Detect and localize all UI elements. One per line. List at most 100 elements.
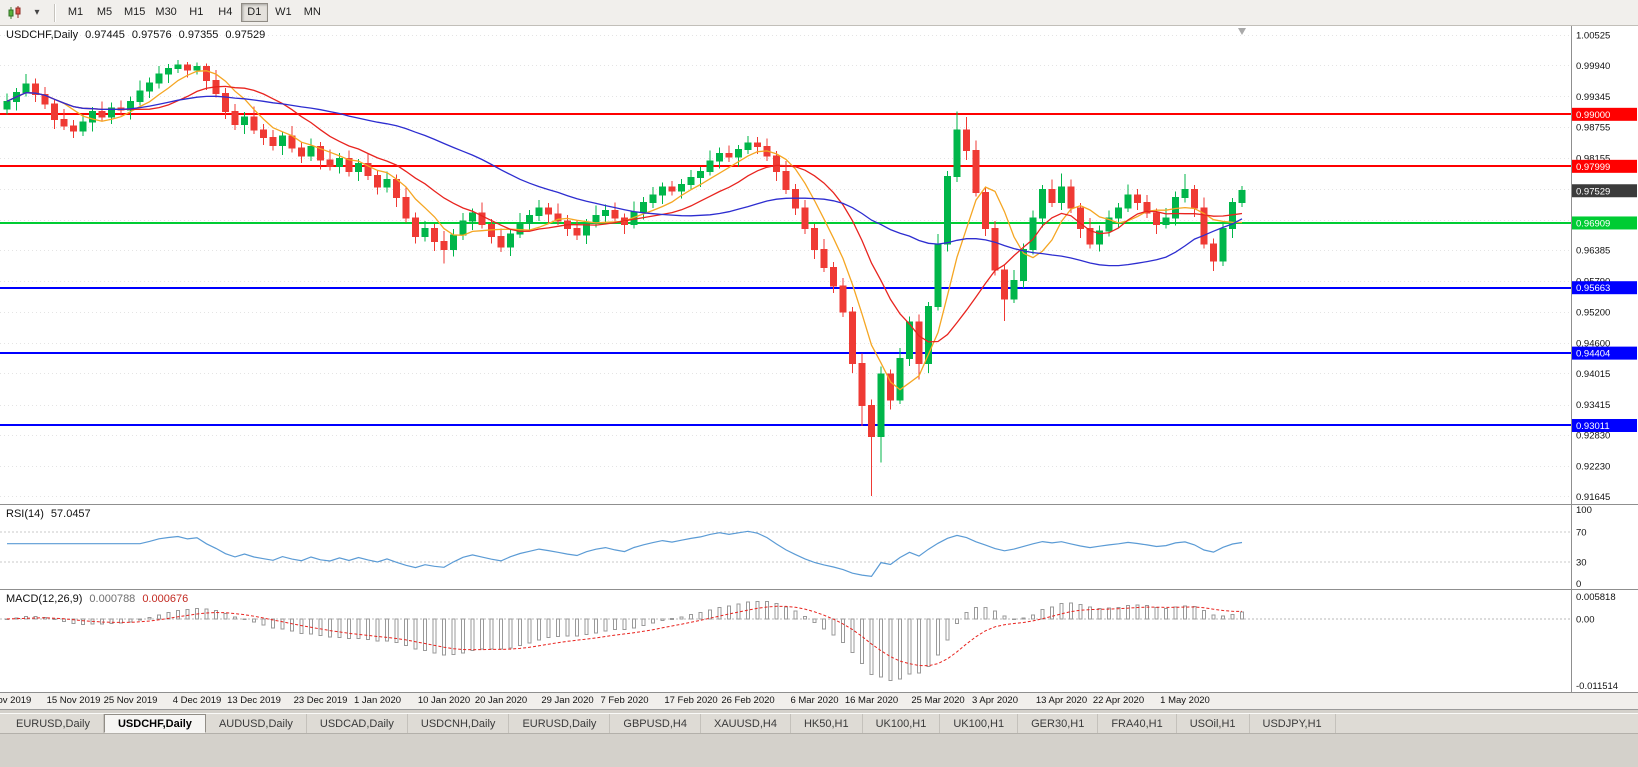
timeframe-button-m30[interactable]: M30	[155, 6, 177, 18]
price-tick: 0.91645	[1576, 492, 1610, 503]
chart-type-button[interactable]	[5, 3, 25, 23]
macd-signal-line	[6, 605, 1243, 667]
time-label: 26 Feb 2020	[721, 695, 775, 706]
macd-tick: 0.00	[1576, 614, 1595, 625]
time-label: 15 Nov 2019	[46, 695, 101, 706]
price-pane: 1.00525 0.99940 0.99345 0.98755 0.98155 0.975…	[0, 26, 1638, 504]
chevron-down-icon: ▾	[34, 7, 40, 18]
candlestick-chart-icon	[8, 5, 21, 19]
rsi-canvas[interactable]: 100 70 30 0	[0, 505, 1638, 589]
rsi-tick: 0	[1576, 579, 1581, 589]
time-label: 16 Mar 2020	[844, 695, 899, 706]
horizontal-lines-layer	[0, 113, 1571, 426]
price-tick: 0.93415	[1576, 400, 1610, 411]
time-label: 25 Mar 2020	[911, 695, 965, 706]
macd-canvas[interactable]: 0.005818 0.00 -0.011514	[0, 590, 1638, 692]
chart-tab-usdcnh-daily[interactable]: USDCNH,Daily	[408, 714, 510, 733]
macd-tick: 0.005818	[1576, 592, 1616, 603]
price-tick: 0.98755	[1576, 123, 1610, 134]
svg-text:0.99000: 0.99000	[1576, 110, 1610, 121]
price-label-0.95663	[1572, 281, 1637, 295]
top-toolbar: ▾ M1 M5 M15 M30 H1 H4 D1 W1 MN	[0, 0, 1638, 26]
sma-mid	[6, 85, 1243, 343]
timeframe-button-d1[interactable]: D1	[240, 3, 268, 22]
price-tick: 0.94015	[1576, 369, 1610, 380]
time-label: 7 Feb 2020	[600, 695, 649, 706]
candles-layer	[3, 59, 1246, 497]
rsi-tick: 100	[1576, 505, 1592, 516]
rsi-tick: 70	[1576, 527, 1587, 538]
macd-pane: 0.005818 0.00 -0.011514 MACD(12,26,9) 0.00…	[0, 589, 1638, 692]
timeframe-button-h1[interactable]: H1	[189, 6, 204, 18]
price-chart-canvas[interactable]: 1.00525 0.99940 0.99345 0.98755 0.98155 0.975…	[0, 26, 1638, 504]
chart-tab-usdjpy-h1[interactable]: USDJPY,H1	[1250, 714, 1336, 733]
time-label: 22 Apr 2020	[1092, 695, 1145, 706]
time-label: 6 Nov 2019	[0, 695, 32, 706]
time-label: 29 Jan 2020	[541, 695, 594, 706]
svg-text:0.97529: 0.97529	[1576, 186, 1610, 197]
time-label: 25 Nov 2019	[103, 695, 158, 706]
price-tick: 0.92830	[1576, 430, 1610, 441]
price-tick: 1.00525	[1576, 31, 1610, 42]
time-label: 10 Jan 2020	[417, 695, 471, 706]
timeframe-button-mn[interactable]: MN	[303, 6, 321, 18]
chart-tab-xauusd-h4[interactable]: XAUUSD,H4	[701, 714, 791, 733]
timeframe-button-h4[interactable]: H4	[218, 6, 233, 18]
moving-averages-layer	[6, 70, 1243, 391]
chart-tab-usdcad-daily[interactable]: USDCAD,Daily	[307, 714, 408, 733]
time-label: 13 Apr 2020	[1035, 695, 1088, 706]
price-label-0.93011	[1572, 418, 1637, 432]
price-label-0.96909	[1572, 216, 1637, 230]
macd-tick: -0.011514	[1576, 681, 1618, 692]
price-tick: 0.99345	[1576, 92, 1610, 103]
price-tick: 0.95200	[1576, 307, 1610, 318]
timeframe-button-m1[interactable]: M1	[67, 6, 84, 18]
chart-tab-ger30-h1[interactable]: GER30,H1	[1018, 714, 1099, 733]
price-label-0.99000	[1572, 107, 1637, 121]
svg-text:0.94404: 0.94404	[1576, 349, 1610, 360]
timeframes-toolbar: M1 M5 M15 M30 H1 H4 D1 W1 MN	[61, 3, 327, 22]
chart-type-dropdown[interactable]: ▾	[27, 3, 47, 23]
time-label: 6 Mar 2020	[790, 695, 839, 706]
chart-tab-fra40-h1[interactable]: FRA40,H1	[1098, 714, 1177, 733]
timeframe-button-m15[interactable]: M15	[124, 6, 146, 18]
sma-slow	[6, 92, 1243, 267]
chart-tab-uk100-h1[interactable]: UK100,H1	[940, 714, 1019, 733]
current-price-label	[1572, 184, 1637, 198]
chart-window: 1.00525 0.99940 0.99345 0.98755 0.98155 0.975…	[0, 26, 1638, 710]
price-tick: 0.98155	[1576, 154, 1610, 165]
time-label: 20 Jan 2020	[474, 695, 528, 706]
chart-tab-uk100-h1[interactable]: UK100,H1	[863, 714, 941, 733]
time-label: 3 Apr 2020	[972, 695, 1018, 706]
svg-text:0.97999: 0.97999	[1576, 162, 1610, 173]
chart-tab-gbpusd-h4[interactable]: GBPUSD,H4	[610, 714, 701, 733]
chart-tab-eurusd-daily[interactable]: EURUSD,Daily	[509, 714, 611, 733]
price-tick: 0.99940	[1576, 61, 1610, 72]
time-label: 17 Feb 2020	[664, 695, 718, 706]
shift-marker[interactable]	[1238, 28, 1246, 35]
rsi-tick: 30	[1576, 558, 1587, 569]
svg-text:0.95663: 0.95663	[1576, 283, 1610, 294]
price-label-0.97999	[1572, 159, 1637, 173]
time-label: 13 Dec 2019	[227, 695, 281, 706]
price-tick: 0.92230	[1576, 462, 1610, 473]
chart-tab-audusd-daily[interactable]: AUDUSD,Daily	[206, 714, 307, 733]
chart-tab-eurusd-daily[interactable]: EURUSD,Daily	[3, 714, 104, 733]
chart-tab-usdchf-daily[interactable]: USDCHF,Daily	[103, 714, 206, 733]
chart-tabs-bar: EURUSD,Daily USDCHF,Daily AUDUSD,Daily USDC…	[0, 713, 1638, 734]
time-label: 23 Dec 2019	[293, 695, 348, 706]
price-tick: 0.96385	[1576, 246, 1610, 257]
time-label: 4 Dec 2019	[172, 695, 222, 706]
time-label: 1 May 2020	[1160, 695, 1210, 706]
price-axis[interactable]: 1.00525 0.99940 0.99345 0.98755 0.98155 0.975…	[1571, 26, 1638, 504]
chart-tab-usoil-h1[interactable]: USOil,H1	[1177, 714, 1250, 733]
chart-tab-hk50-h1[interactable]: HK50,H1	[791, 714, 863, 733]
svg-text:0.96909: 0.96909	[1576, 218, 1610, 229]
price-tick: 0.94600	[1576, 338, 1610, 349]
rsi-line	[7, 530, 1243, 577]
timeframe-button-m5[interactable]: M5	[96, 6, 113, 18]
timeframe-button-w1[interactable]: W1	[275, 6, 292, 18]
rsi-pane: 100 70 30 0 RSI(14) 57.0457	[0, 504, 1638, 589]
svg-text:0.93011: 0.93011	[1576, 421, 1610, 432]
